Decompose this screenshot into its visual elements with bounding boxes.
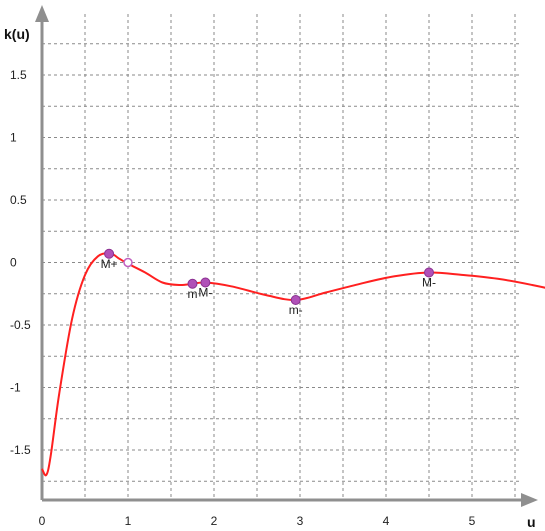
zero-crossings — [123, 257, 133, 268]
x-axis-label: u — [527, 514, 536, 530]
extremum-label: M- — [422, 276, 436, 290]
y-tick-label: 1 — [10, 131, 17, 145]
x-axis-arrow — [521, 493, 538, 507]
axes — [35, 5, 538, 507]
y-tick-label: -1.5 — [10, 443, 31, 457]
extremum-point — [290, 295, 301, 305]
extremum-label: M+ — [101, 257, 118, 271]
extremum-point — [187, 278, 198, 289]
x-tick-label: 2 — [211, 514, 218, 528]
grid-lines — [42, 14, 522, 500]
extremum-point — [424, 267, 434, 278]
x-tick-label: 5 — [469, 514, 476, 528]
y-tick-label: 0 — [10, 256, 17, 270]
x-tick-label: 3 — [297, 514, 304, 528]
y-tick-label: -0.5 — [10, 318, 31, 332]
extremum-point — [104, 248, 115, 259]
y-tick-label: 0.5 — [10, 193, 27, 207]
y-tick-label: -1 — [10, 381, 21, 395]
x-tick-label: 0 — [39, 514, 46, 528]
zero-crossing-point — [123, 257, 133, 268]
x-tick-label: 4 — [383, 514, 390, 528]
y-tick-label: 1.5 — [10, 68, 27, 82]
series-line — [41, 252, 545, 477]
y-tick-labels: 1.5 1 0.5 0 -0.5 -1 -1.5 — [10, 68, 31, 457]
extremum-label: m — [188, 287, 198, 301]
y-axis-arrow — [35, 5, 49, 22]
extremum-label: m- — [289, 303, 303, 317]
y-axis-label: k(u) — [4, 26, 30, 42]
extremum-point — [200, 277, 211, 288]
extrema-points: M+mM-m-M-m-M+m-M+m-M+ — [101, 248, 436, 317]
extremum-label: M- — [198, 286, 212, 300]
x-tick-labels: 01234567891011 — [39, 514, 476, 528]
x-tick-label: 1 — [125, 514, 132, 528]
